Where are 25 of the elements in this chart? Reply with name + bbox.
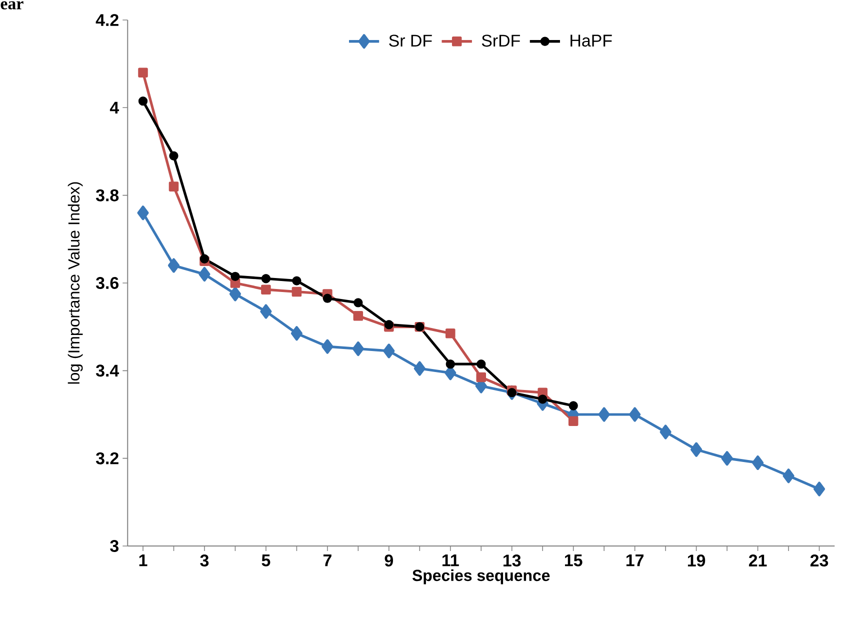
x-tick-label: 23 <box>810 554 828 567</box>
y-tick-label: 3.8 <box>96 189 119 202</box>
legend-label: HaPF <box>570 34 612 47</box>
x-tick-label: 13 <box>504 554 521 567</box>
x-tick-label: 9 <box>384 554 394 567</box>
y-tick-label: 4 <box>110 102 120 114</box>
x-tick-label: 7 <box>323 554 332 566</box>
y-tick-label: 3.2 <box>96 452 118 464</box>
text: ear <box>0 1 24 10</box>
y-tick-label: 3.6 <box>96 276 119 289</box>
x-tick-label: 21 <box>748 554 767 566</box>
y-tick-label: 4.2 <box>96 14 118 26</box>
x-tick-label: 5 <box>262 554 270 566</box>
x-tick-label: 3 <box>200 554 209 567</box>
x-axis-title: Species sequence <box>412 569 550 584</box>
x-tick-label: 11 <box>442 554 459 566</box>
y-axis-title: log (Importance Value Index) <box>68 182 83 384</box>
y-tick-label: 3 <box>110 540 119 552</box>
y-tick-label: 3.4 <box>96 364 120 377</box>
legend-label: SrDF <box>482 34 520 47</box>
x-tick-label: 15 <box>564 554 582 566</box>
legend-label: Sr DF <box>389 34 432 47</box>
x-tick-label: 17 <box>626 554 644 566</box>
x-tick-label: 19 <box>688 554 706 567</box>
x-tick-label: 1 <box>139 554 148 566</box>
